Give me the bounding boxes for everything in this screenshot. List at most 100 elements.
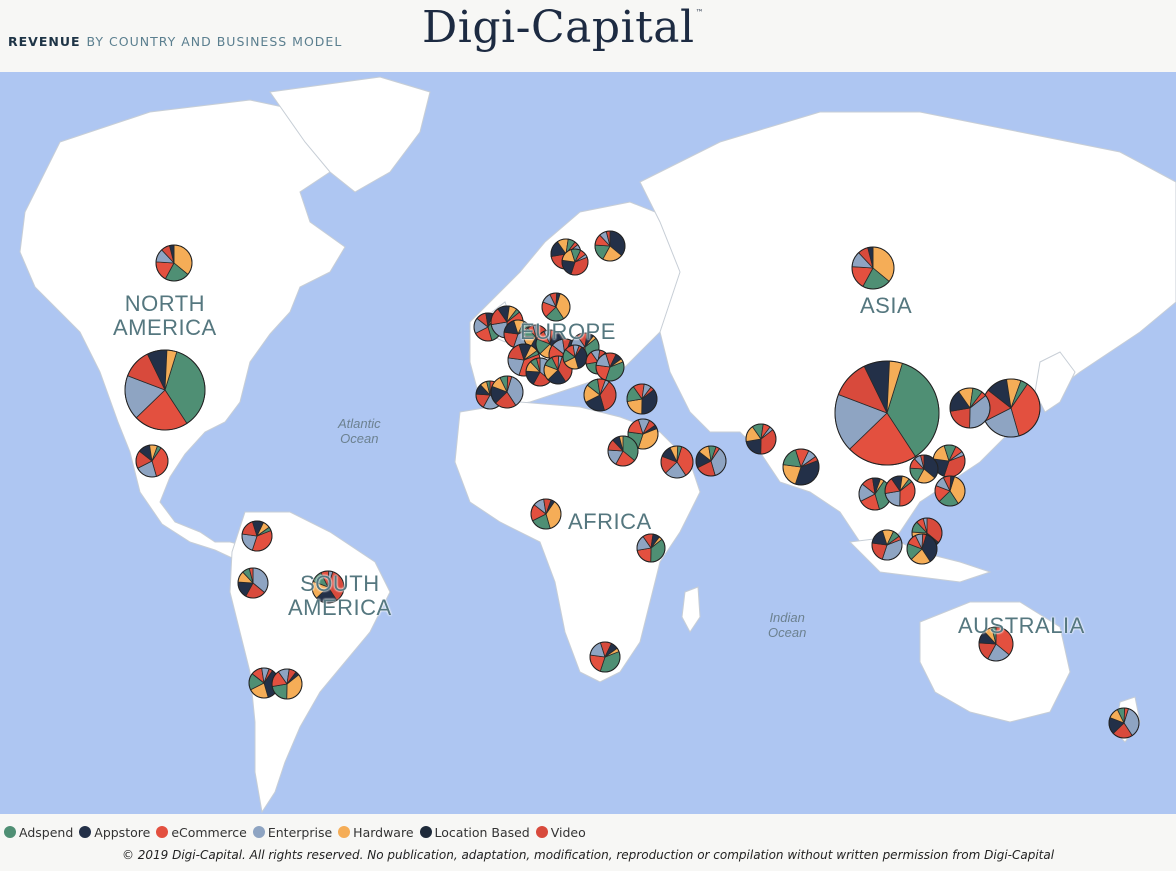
world-map[interactable]: NORTH AMERICA EUROPE ASIA AFRICA SOUTH AMERICA… bbox=[0, 72, 1176, 814]
legend-label: Video bbox=[550, 824, 586, 840]
landmass-australia bbox=[919, 601, 1071, 723]
pie-outline bbox=[595, 352, 625, 382]
country-pie-marker[interactable] bbox=[851, 246, 895, 290]
country-pie-marker[interactable] bbox=[978, 626, 1014, 662]
country-pie-marker[interactable] bbox=[595, 352, 625, 382]
pie-outline bbox=[745, 423, 777, 455]
legend-item-video[interactable]: Video bbox=[535, 824, 586, 840]
legend-label: Location Based bbox=[434, 824, 530, 840]
legend-label: Enterprise bbox=[267, 824, 333, 840]
pie-outline bbox=[241, 520, 273, 552]
country-pie-marker[interactable] bbox=[530, 498, 562, 530]
country-pie-marker[interactable] bbox=[589, 641, 621, 673]
copyright-notice: © 2019 Digi-Capital. All rights reserved… bbox=[121, 848, 1055, 862]
pie-markers bbox=[124, 230, 1140, 739]
country-pie-marker[interactable] bbox=[906, 533, 938, 565]
pie-outline bbox=[607, 435, 639, 467]
country-pie-marker[interactable] bbox=[541, 292, 571, 322]
pie-outline bbox=[543, 355, 573, 385]
pie-outline bbox=[530, 498, 562, 530]
region-label-africa: AFRICA bbox=[568, 509, 652, 534]
landmass-north-america bbox=[19, 99, 361, 565]
country-pie-marker[interactable] bbox=[745, 423, 777, 455]
pie-outline bbox=[311, 570, 345, 604]
landmass-south-america bbox=[229, 511, 391, 814]
legend-swatch-icon bbox=[79, 826, 92, 838]
legend: Adspend Appstore eCommerce Enterprise Hardwa… bbox=[4, 824, 592, 840]
region-label-south-america: SOUTH AMERICA bbox=[288, 571, 392, 620]
country-pie-marker[interactable] bbox=[562, 344, 588, 370]
country-pie-marker[interactable] bbox=[490, 375, 524, 409]
legend-swatch-icon bbox=[419, 826, 432, 838]
pie-outline bbox=[490, 375, 524, 409]
country-pie-marker[interactable] bbox=[981, 378, 1041, 438]
country-pie-marker[interactable] bbox=[871, 529, 903, 561]
country-pie-marker[interactable] bbox=[543, 355, 573, 385]
subtitle-strong: REVENUE bbox=[8, 34, 81, 49]
country-pie-marker[interactable] bbox=[1108, 707, 1140, 739]
country-pie-marker[interactable] bbox=[626, 383, 658, 415]
legend-item-appstore[interactable]: Appstore bbox=[79, 825, 150, 840]
legend-item-ecommerce[interactable]: eCommerce bbox=[156, 825, 247, 840]
pie-outline bbox=[124, 349, 206, 431]
country-pie-marker[interactable] bbox=[607, 435, 639, 467]
country-pie-marker[interactable] bbox=[594, 230, 626, 262]
country-pie-marker[interactable] bbox=[311, 570, 345, 604]
country-pie-marker[interactable] bbox=[241, 520, 273, 552]
pie-outline bbox=[782, 448, 820, 486]
country-pie-marker[interactable] bbox=[949, 387, 991, 429]
legend-item-enterprise[interactable]: Enterprise bbox=[252, 824, 333, 840]
legend-swatch-icon bbox=[4, 826, 16, 838]
landmass-madagascar bbox=[681, 586, 701, 633]
country-pie-marker[interactable] bbox=[271, 668, 303, 700]
legend-item-hardware[interactable]: Hardware bbox=[338, 824, 414, 840]
country-pie-marker[interactable] bbox=[834, 360, 940, 466]
country-pie-marker[interactable] bbox=[695, 445, 727, 477]
legend-swatch-icon bbox=[338, 826, 351, 838]
pie-outline bbox=[237, 567, 269, 599]
header: REVENUE BY COUNTRY AND BUSINESS MODEL Dig… bbox=[0, 0, 1176, 72]
country-pie-marker[interactable] bbox=[884, 475, 916, 507]
landmass-greenland bbox=[269, 76, 431, 193]
legend-item-location-based[interactable]: Location Based bbox=[419, 824, 530, 840]
country-pie-marker[interactable] bbox=[660, 445, 694, 479]
brand-logo: Digi-Capital™ bbox=[422, 2, 704, 53]
pie-outline bbox=[271, 668, 303, 700]
country-pie-marker[interactable] bbox=[858, 477, 892, 511]
country-pie-marker[interactable] bbox=[909, 454, 939, 484]
pie-outline bbox=[978, 626, 1014, 662]
country-pie-marker[interactable] bbox=[124, 349, 206, 431]
pie-outline bbox=[660, 445, 694, 479]
country-pie-marker[interactable] bbox=[934, 475, 966, 507]
country-pie-marker[interactable] bbox=[583, 378, 617, 412]
legend-label: eCommerce bbox=[171, 824, 247, 840]
region-label-asia: ASIA bbox=[860, 293, 913, 318]
pie-outline bbox=[851, 246, 895, 290]
region-label-europe: EUROPE bbox=[520, 319, 616, 344]
country-pie-marker[interactable] bbox=[561, 248, 589, 276]
pie-outline bbox=[871, 529, 903, 561]
pie-outline bbox=[1108, 707, 1140, 739]
country-pie-marker[interactable] bbox=[155, 244, 193, 282]
ocean-label-indian: Indian Ocean bbox=[768, 610, 807, 640]
pie-outline bbox=[834, 360, 940, 466]
pie-outline bbox=[594, 230, 626, 262]
country-pie-marker[interactable] bbox=[237, 567, 269, 599]
legend-item-adspend[interactable]: Adspend bbox=[4, 825, 73, 840]
pie-outline bbox=[135, 444, 169, 478]
pie-outline bbox=[909, 454, 939, 484]
country-pie-marker[interactable] bbox=[627, 418, 659, 450]
pie-outline bbox=[695, 445, 727, 477]
legend-label: Appstore bbox=[94, 824, 151, 840]
country-pie-marker[interactable] bbox=[782, 448, 820, 486]
pie-outline bbox=[626, 383, 658, 415]
pie-outline bbox=[541, 292, 571, 322]
subtitle-rest: BY COUNTRY AND BUSINESS MODEL bbox=[86, 34, 343, 49]
region-label-north-america: NORTH AMERICA bbox=[113, 291, 217, 340]
legend-label: Hardware bbox=[353, 824, 414, 840]
pie-outline bbox=[627, 418, 659, 450]
pie-outline bbox=[934, 475, 966, 507]
country-pie-marker[interactable] bbox=[135, 444, 169, 478]
ocean-label-atlantic: Atlantic Ocean bbox=[338, 416, 381, 446]
country-pie-marker[interactable] bbox=[636, 533, 666, 563]
